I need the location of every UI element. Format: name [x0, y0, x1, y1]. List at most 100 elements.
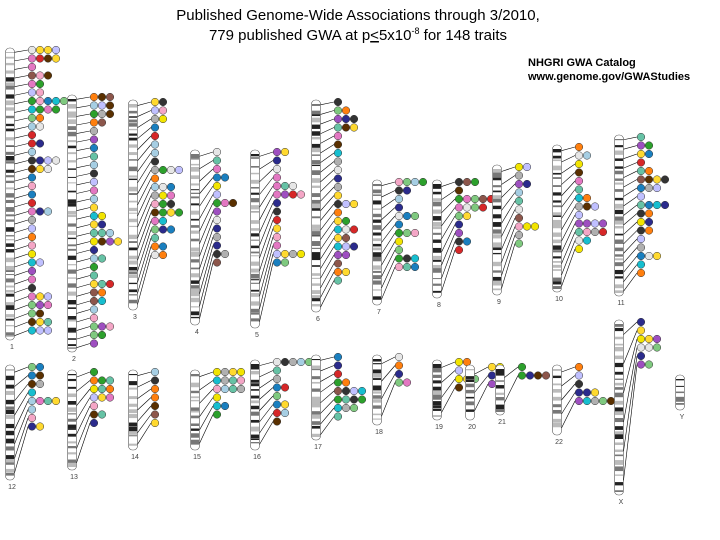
band	[615, 382, 623, 386]
connector	[14, 245, 29, 251]
band	[553, 177, 561, 179]
trait-dot	[644, 166, 654, 176]
trait-dot	[35, 54, 45, 63]
band	[493, 247, 501, 251]
trait-dot	[150, 216, 160, 226]
trait-dot	[272, 408, 282, 418]
band	[6, 219, 14, 222]
connector	[623, 213, 638, 226]
connector	[137, 371, 152, 377]
band	[676, 379, 684, 381]
trait-dot	[166, 182, 176, 192]
band	[191, 280, 199, 284]
band	[676, 391, 684, 394]
trait-dot	[394, 177, 404, 187]
band	[251, 179, 259, 184]
band	[312, 304, 320, 307]
band	[129, 431, 137, 435]
connector	[561, 248, 576, 287]
band	[68, 407, 76, 412]
trait-dot	[166, 199, 176, 209]
band	[6, 289, 14, 293]
trait-dot	[35, 300, 45, 310]
connector	[441, 361, 456, 368]
trait-dot	[97, 393, 107, 402]
trait-dot	[89, 288, 99, 297]
band	[251, 411, 259, 416]
trait-dot	[35, 317, 45, 327]
band	[373, 184, 381, 187]
band	[312, 376, 320, 380]
band	[6, 265, 14, 271]
trait-dot	[212, 190, 222, 199]
trait-dot	[220, 401, 230, 411]
trait-dot	[272, 374, 282, 384]
trait-dot	[636, 141, 646, 150]
trait-dot	[333, 403, 343, 413]
trait-dot	[105, 92, 115, 102]
connector	[76, 122, 91, 126]
connector	[504, 366, 519, 378]
band	[676, 403, 684, 405]
trait-dot	[272, 258, 282, 267]
band	[6, 175, 14, 178]
trait-dot	[462, 194, 472, 204]
connector	[76, 105, 91, 109]
connector	[137, 161, 152, 184]
trait-dot	[341, 106, 351, 115]
connector	[14, 202, 29, 208]
band	[433, 374, 441, 378]
chromosome	[495, 364, 505, 416]
connector	[381, 266, 396, 300]
trait-dot	[212, 367, 222, 377]
connector	[320, 135, 335, 144]
chromosome-label: 19	[435, 424, 443, 431]
trait-dot	[280, 408, 290, 418]
trait-dot	[454, 228, 464, 238]
trait-dot	[341, 386, 351, 396]
band	[68, 300, 76, 305]
trait-dot	[333, 174, 343, 183]
trait-dot	[636, 166, 646, 176]
trait-dot	[43, 45, 53, 55]
band	[68, 378, 76, 382]
trait-dot	[574, 151, 584, 160]
trait-dot	[97, 296, 107, 306]
trait-dot	[43, 164, 53, 174]
band	[615, 225, 623, 229]
trait-dot	[357, 395, 367, 404]
band	[553, 192, 561, 196]
band	[191, 291, 199, 297]
chromosome-label: 4	[195, 329, 199, 336]
trait-dot	[158, 114, 168, 124]
trait-dot	[51, 396, 61, 406]
trait-dot	[35, 292, 45, 301]
band	[68, 152, 76, 155]
trait-dot	[89, 126, 99, 136]
connector	[504, 375, 519, 403]
band	[615, 189, 623, 192]
trait-dot	[174, 165, 184, 175]
trait-dot	[272, 190, 282, 199]
trait-dot	[97, 322, 107, 331]
trait-dot	[644, 183, 654, 193]
band	[493, 276, 501, 282]
band	[312, 365, 320, 370]
band	[191, 273, 199, 278]
band	[373, 247, 381, 251]
trait-dot	[35, 326, 45, 335]
connector	[381, 373, 396, 399]
band	[433, 364, 441, 369]
trait-dot	[89, 92, 99, 102]
band	[129, 266, 137, 271]
band	[433, 408, 441, 411]
band	[312, 283, 320, 286]
connector	[320, 263, 335, 289]
trait-dot	[288, 357, 298, 367]
subtitle-part: for 148 traits	[419, 27, 507, 44]
trait-dot	[27, 147, 37, 157]
chromosome-label: 6	[316, 316, 320, 323]
connector	[320, 169, 335, 183]
trait-dot	[212, 232, 222, 242]
trait-dot	[150, 233, 160, 243]
